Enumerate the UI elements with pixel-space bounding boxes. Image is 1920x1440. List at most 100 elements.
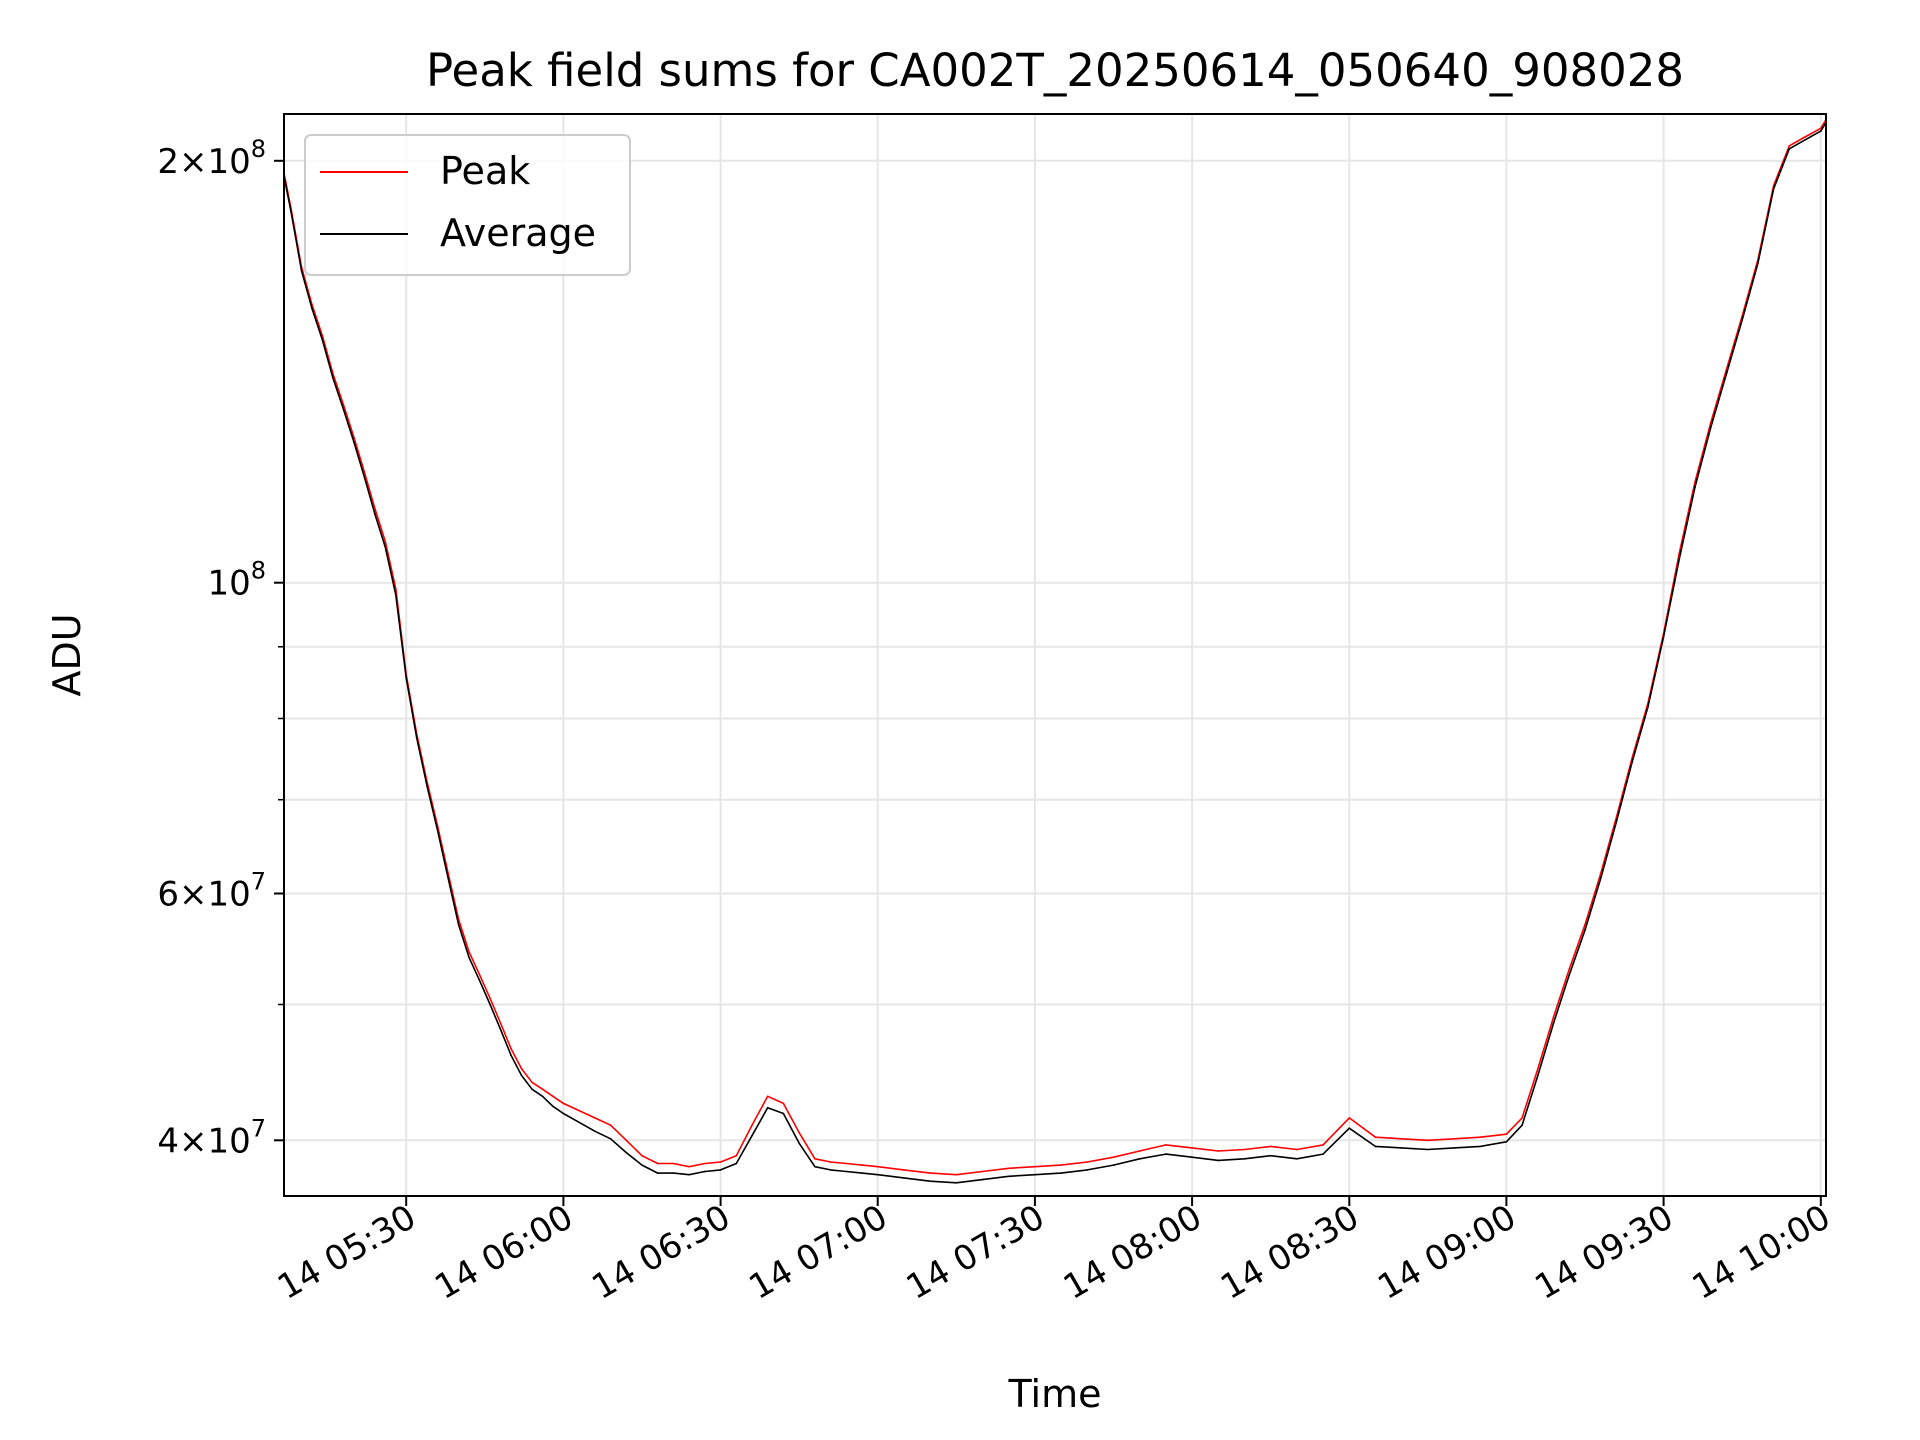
data-point — [1615, 821, 1618, 823]
data-point — [609, 1124, 612, 1126]
data-point — [363, 470, 366, 473]
data-point — [1086, 1169, 1089, 1171]
data-point — [1400, 1138, 1403, 1140]
data-point — [719, 1161, 722, 1163]
data-point — [688, 1165, 690, 1168]
data-point — [955, 1173, 958, 1176]
data-point — [1453, 1138, 1455, 1140]
data-point — [552, 1105, 554, 1108]
data-point — [641, 1154, 643, 1157]
data-point — [510, 1047, 512, 1050]
data-point — [489, 1003, 491, 1006]
data-point — [1788, 148, 1791, 150]
data-point — [751, 1134, 753, 1137]
data-point — [520, 1067, 523, 1070]
data-point — [1521, 1117, 1523, 1119]
data-point — [520, 1074, 523, 1077]
data-point — [981, 1170, 984, 1173]
data-point — [625, 1151, 628, 1154]
data-point — [478, 979, 481, 982]
data-point — [1521, 1124, 1523, 1126]
data-point — [814, 1165, 816, 1168]
data-point — [1165, 1153, 1167, 1155]
data-point — [1709, 422, 1712, 424]
data-point — [384, 540, 387, 543]
data-point — [353, 436, 355, 439]
data-point — [1568, 974, 1571, 976]
data-point — [1427, 1148, 1429, 1151]
data-point — [1322, 1153, 1324, 1155]
legend-label-average: Average — [440, 211, 596, 255]
legend: Peak Average — [304, 134, 631, 276]
data-point — [929, 1180, 931, 1182]
data-point — [1348, 1117, 1351, 1119]
data-point — [447, 877, 450, 880]
data-point — [332, 377, 334, 379]
data-point — [656, 1162, 659, 1165]
data-point — [405, 677, 408, 679]
data-point — [531, 1088, 533, 1090]
data-point — [353, 441, 355, 443]
chart-title: Peak field sums for CA002T_20250614_0506… — [426, 44, 1684, 97]
data-point — [1709, 426, 1712, 429]
data-point — [1191, 1147, 1193, 1149]
data-point — [735, 1154, 738, 1157]
y-axis-label: ADU — [45, 613, 89, 696]
data-point — [1552, 1022, 1555, 1024]
data-point — [672, 1172, 675, 1174]
data-point — [1479, 1145, 1481, 1148]
data-point — [1568, 968, 1571, 970]
data-point — [1138, 1150, 1141, 1152]
data-point — [552, 1095, 554, 1098]
data-point — [1505, 1141, 1508, 1143]
data-point — [562, 1102, 565, 1105]
data-point — [457, 923, 460, 926]
data-point — [510, 1054, 512, 1056]
data-point — [1034, 1173, 1036, 1176]
data-point — [1217, 1150, 1220, 1152]
data-point — [1599, 872, 1602, 875]
data-point — [751, 1124, 753, 1126]
data-point — [1112, 1164, 1115, 1166]
y-tick-label: 2×108 — [157, 135, 266, 182]
data-point — [489, 997, 491, 1000]
data-point — [1678, 558, 1681, 560]
data-point — [342, 403, 345, 406]
data-point — [1191, 1156, 1193, 1158]
data-point — [1453, 1147, 1455, 1149]
data-point — [363, 476, 366, 478]
data-point — [1772, 188, 1775, 190]
data-point — [829, 1169, 832, 1171]
data-point — [499, 1028, 502, 1031]
data-point — [1269, 1154, 1272, 1157]
data-point — [1296, 1158, 1298, 1160]
y-axis: 2×108 108 6×107 4×107 — [157, 135, 284, 1161]
data-point — [981, 1178, 984, 1181]
data-point — [782, 1102, 785, 1105]
data-point — [1086, 1161, 1089, 1163]
grid — [284, 114, 1826, 1196]
series-layer — [284, 118, 1826, 1184]
data-point — [955, 1182, 958, 1184]
data-point — [541, 1095, 544, 1098]
data-point — [531, 1081, 533, 1084]
data-point — [374, 512, 376, 515]
data-point — [395, 594, 397, 596]
data-point — [861, 1172, 863, 1174]
data-point — [798, 1131, 800, 1134]
plot-frame — [283, 113, 1827, 1197]
data-point — [1374, 1136, 1377, 1138]
data-point — [814, 1158, 816, 1160]
data-point — [1788, 145, 1791, 147]
data-point — [578, 1121, 580, 1124]
data-point — [1584, 923, 1586, 926]
data-point — [311, 307, 313, 310]
data-point — [735, 1162, 738, 1165]
data-point — [1243, 1158, 1246, 1160]
data-point — [672, 1162, 675, 1165]
data-point — [594, 1130, 596, 1132]
data-point — [656, 1172, 659, 1174]
data-point — [903, 1177, 905, 1179]
data-point — [1138, 1158, 1141, 1160]
data-point — [426, 786, 429, 788]
